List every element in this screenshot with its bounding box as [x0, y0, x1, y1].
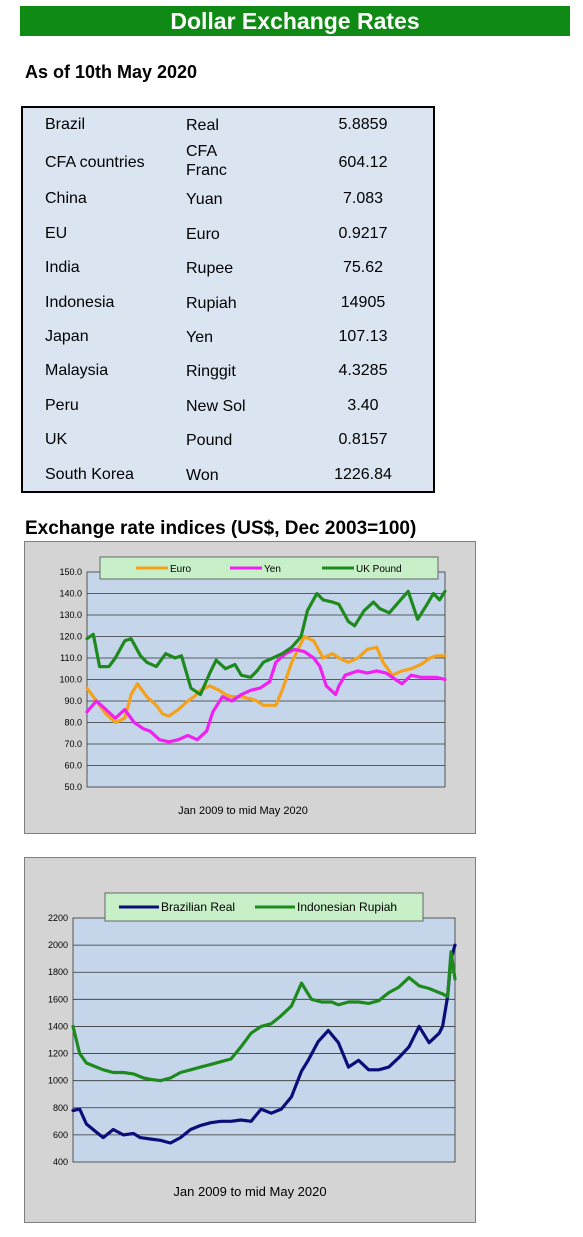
series-line-yen	[85, 647, 447, 744]
legend-label: Yen	[264, 564, 281, 575]
rate-currency: Ringgit	[186, 363, 236, 380]
rate-currency: Real	[186, 117, 219, 134]
rate-currency: Yuan	[186, 191, 223, 208]
y-tick-label: 1200	[48, 1049, 68, 1059]
rate-value: 1226.84	[334, 466, 392, 483]
y-tick-label: 1800	[48, 967, 68, 977]
y-tick-label: 60.0	[64, 761, 82, 771]
exchange-rates-table: Brazil Real 5.8859 CFA countries CFA Franc 60…	[21, 106, 435, 493]
rate-country: EU	[45, 225, 68, 242]
y-tick-label: 1600	[48, 994, 68, 1004]
rate-country: Peru	[45, 397, 79, 414]
legend-label: Indonesian Rupiah	[297, 900, 397, 914]
chart-caption: Jan 2009 to mid May 2020	[178, 805, 308, 817]
rate-value: 0.9217	[338, 225, 388, 242]
y-tick-label: 400	[53, 1157, 68, 1167]
rate-country: Japan	[45, 328, 89, 345]
rate-country: India	[45, 259, 80, 276]
plot-area	[72, 917, 456, 1163]
rate-country: South Korea	[45, 466, 134, 483]
chart-legend: Euro Yen UK Pound	[99, 556, 439, 580]
series-line-brazilian-real	[71, 943, 457, 1145]
page-title-banner: Dollar Exchange Rates	[20, 6, 570, 36]
rate-value: 604.12	[338, 154, 388, 171]
as-of-date: As of 10th May 2020	[25, 62, 198, 82]
rate-currency: Rupiah	[186, 295, 237, 312]
rate-value: 4.3285	[338, 362, 388, 379]
y-tick-label: 600	[53, 1130, 68, 1140]
rate-country: China	[45, 190, 87, 207]
indices-chart-panel: 50.0 60.0 70.0 80.0 90.0 100.0 110.0 120.0 130.0…	[24, 541, 476, 834]
rate-value: 75.62	[342, 259, 384, 276]
y-tick-label: 800	[53, 1103, 68, 1113]
rate-currency: Won	[186, 467, 219, 484]
rate-currency: Yen	[186, 329, 213, 346]
rate-country: Brazil	[45, 116, 86, 133]
legend-label: Brazilian Real	[161, 900, 235, 914]
y-tick-label: 150.0	[59, 567, 82, 577]
rate-currency: CFA Franc	[186, 143, 227, 179]
y-tick-label: 1000	[48, 1076, 68, 1086]
rate-currency: Euro	[186, 226, 220, 243]
emerging-chart-panel: 400 600 800 1000 1200 1400 1600 1800 2000 2200 Bra…	[24, 857, 476, 1223]
rate-currency: Rupee	[186, 260, 234, 277]
y-tick-label: 2200	[48, 913, 68, 923]
series-line-uk-pound	[85, 589, 447, 697]
rate-country: UK	[45, 431, 68, 448]
legend-label: Euro	[170, 564, 192, 575]
y-tick-label: 140.0	[59, 589, 82, 599]
y-tick-label: 70.0	[64, 739, 82, 749]
rate-currency: New Sol	[186, 398, 246, 415]
rate-value: 107.13	[338, 328, 388, 345]
rate-value: 14905	[340, 294, 386, 311]
y-tick-label: 2000	[48, 940, 68, 950]
y-tick-label: 110.0	[60, 653, 82, 663]
rate-country: Indonesia	[45, 294, 115, 311]
rate-value: 0.8157	[338, 431, 388, 448]
indices-section-title: Exchange rate indices (US$, Dec 2003=100…	[25, 518, 417, 539]
rate-country: CFA countries	[45, 154, 145, 171]
legend-box	[99, 556, 439, 580]
legend-label: UK Pound	[356, 564, 402, 575]
series-line-indonesian-rupiah	[71, 950, 457, 1083]
y-tick-label: 90.0	[64, 696, 82, 706]
chart-legend: Brazilian Real Indonesian Rupiah	[104, 892, 424, 922]
y-tick-label: 120.0	[59, 632, 82, 642]
indices-chart: 50.0 60.0 70.0 80.0 90.0 100.0 110.0 120.0 130.0…	[59, 556, 447, 817]
rate-value: 5.8859	[338, 116, 388, 133]
y-tick-label: 50.0	[64, 782, 82, 792]
rate-country: Malaysia	[45, 362, 109, 379]
y-tick-label: 130.0	[59, 610, 82, 620]
emerging-currencies-chart: 400 600 800 1000 1200 1400 1600 1800 2000 2200 Bra…	[48, 892, 457, 1199]
y-tick-label: 100.0	[59, 675, 82, 685]
rate-currency: Pound	[186, 432, 233, 449]
rate-value: 7.083	[342, 190, 384, 207]
page-title: Dollar Exchange Rates	[170, 8, 420, 34]
y-tick-label: 80.0	[64, 718, 82, 728]
y-tick-label: 1400	[48, 1021, 68, 1031]
series-line-euro	[85, 634, 447, 725]
chart-caption: Jan 2009 to mid May 2020	[173, 1184, 326, 1199]
rate-value: 3.40	[347, 397, 379, 414]
